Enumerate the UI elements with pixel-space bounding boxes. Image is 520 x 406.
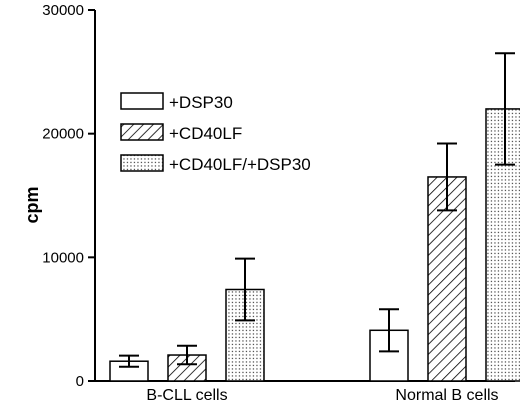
bar xyxy=(225,288,265,382)
legend-swatch xyxy=(120,154,164,172)
bars-layer: B-CLL cells Normal B cells xyxy=(109,52,520,404)
y-tick-label: 10000 xyxy=(42,249,84,266)
legend-label: +CD40LF xyxy=(169,124,242,143)
y-tick-label: 20000 xyxy=(42,126,84,143)
x-category-label: B-CLL cells xyxy=(146,387,227,404)
bar xyxy=(485,108,520,382)
legend-label: +CD40LF/+DSP30 xyxy=(169,155,311,174)
axes: 0 10000 20000 30000 xyxy=(42,2,515,390)
x-category-label: Normal B cells xyxy=(395,387,498,404)
y-axis-label: cpm xyxy=(22,186,42,223)
y-tick-label: 30000 xyxy=(42,2,84,19)
legend: +DSP30 +CD40LF +CD40LF/+DSP30 xyxy=(120,92,311,174)
legend-swatch xyxy=(120,123,164,141)
legend-swatch xyxy=(120,92,164,110)
y-tick-label: 0 xyxy=(76,373,84,390)
legend-label: +DSP30 xyxy=(169,93,233,112)
